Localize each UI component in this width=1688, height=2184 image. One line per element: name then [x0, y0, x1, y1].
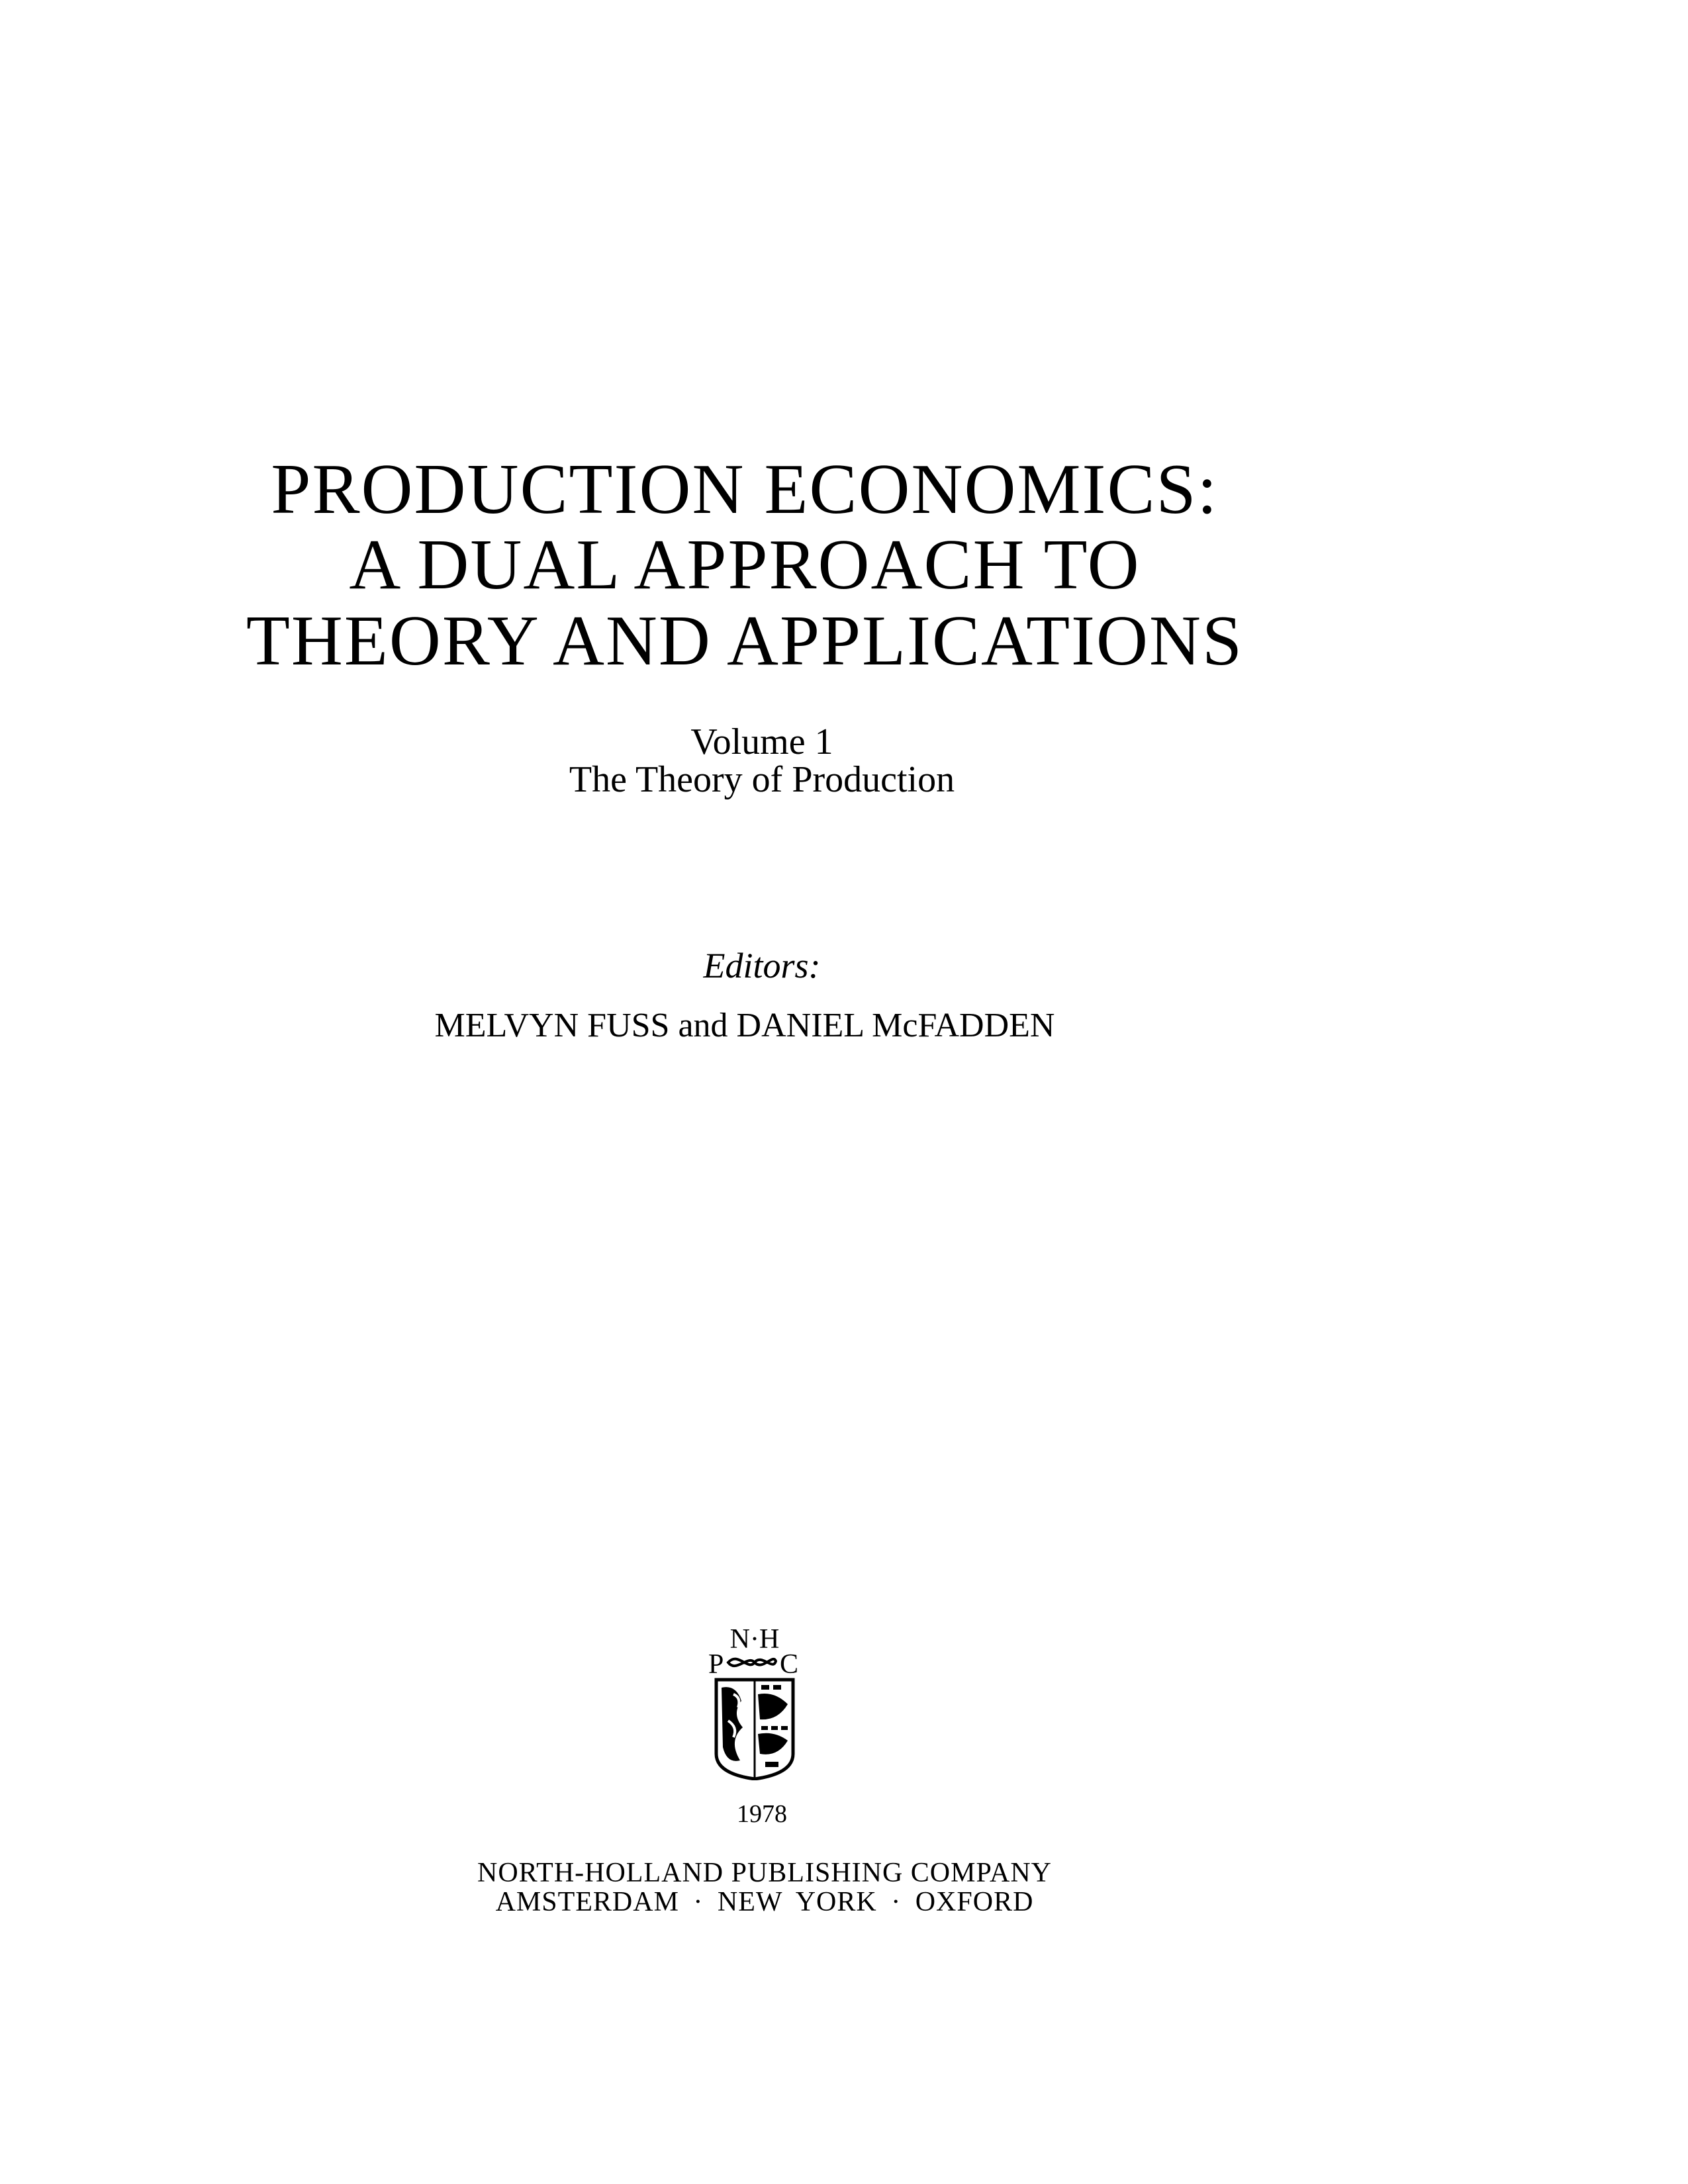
volume-number: Volume 1 — [690, 721, 833, 762]
svg-text:P: P — [708, 1649, 724, 1680]
svg-text:N·H: N·H — [730, 1624, 780, 1655]
publisher-name: NORTH-HOLLAND PUBLISHING COMPANY — [477, 1858, 1052, 1888]
publisher-logo: N·H P C — [708, 1624, 798, 1780]
publisher-cities: AMSTERDAM · NEW YORK · OXFORD — [495, 1887, 1034, 1917]
editors-names: MELVYN FUSS and DANIEL McFADDEN — [434, 1007, 1055, 1044]
title-line-3: THEORY AND APPLICATIONS — [246, 602, 1244, 680]
title-line-2: A DUAL APPROACH TO — [349, 525, 1141, 604]
title-line-1: PRODUCTION ECONOMICS: — [271, 450, 1219, 529]
editors-label: Editors: — [703, 946, 821, 985]
svg-text:C: C — [780, 1649, 798, 1680]
publication-year: 1978 — [737, 1800, 787, 1828]
volume-subtitle: The Theory of Production — [569, 759, 955, 800]
